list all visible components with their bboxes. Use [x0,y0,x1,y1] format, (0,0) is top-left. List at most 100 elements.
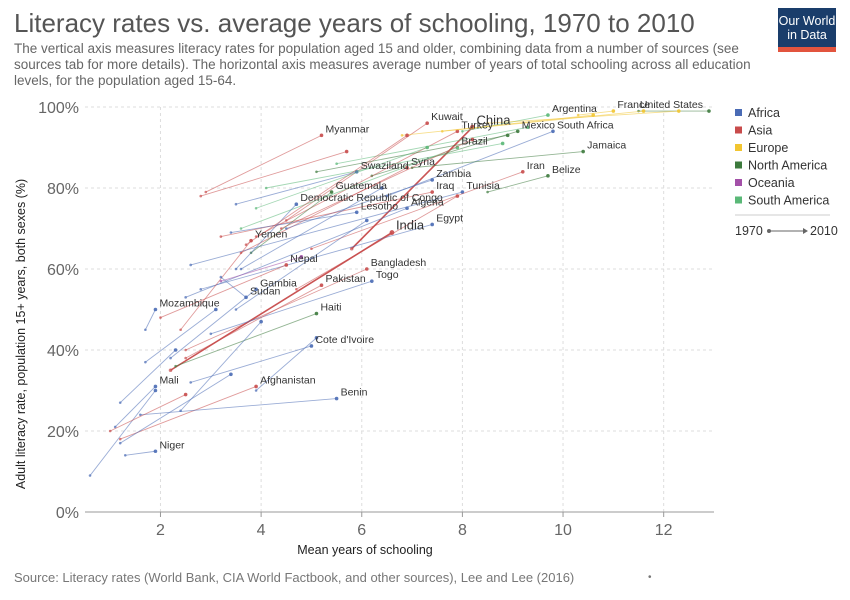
trajectory-line [200,151,347,197]
end-point [546,174,550,178]
start-point [239,227,243,230]
end-point [551,129,555,134]
point-label: Zambia [436,168,471,180]
end-point [707,109,711,113]
trajectory-line [180,240,252,331]
start-point [335,162,338,165]
trajectory-line [487,110,679,124]
point-label: Mexico [522,119,555,131]
legend-entry: North America [748,159,827,173]
end-point [455,129,460,134]
start-point [159,316,162,319]
trajectory-line [412,151,584,169]
end-point [425,145,429,150]
x-axis-ticks: 2 4 6 8 10 12 [85,511,714,539]
footer-dot: • [648,572,652,583]
point-label: United States [640,99,703,111]
trajectory-line [144,309,156,330]
point-label: Afghanistan [260,374,316,386]
start-point [400,134,404,137]
start-point [209,332,213,336]
trajectory-line [462,114,549,132]
point-label: Niger [159,439,185,451]
trajectory-line [240,167,408,254]
point-label: Egypt [436,212,463,224]
point-label: France [617,99,650,111]
trajectory-line [311,171,523,250]
end-point [611,109,616,113]
trajectory-line [281,138,473,229]
legend-entry: South America [748,194,829,208]
start-point [144,360,147,364]
legend-swatch [735,126,742,134]
point-label: Iraq [436,180,454,192]
trajectory-line [120,386,257,440]
legend-swatch [735,161,742,169]
start-point [168,368,173,373]
point-label: Syria [411,156,435,168]
point-label: India [396,218,425,233]
end-point [344,149,349,154]
y-tick-label: 80% [47,181,79,198]
x-tick-label: 10 [554,522,572,539]
start-point [118,437,122,441]
point-label: Iran [527,160,545,172]
end-point [329,190,334,194]
trajectory-line [145,309,217,363]
trajectory-line [170,288,257,359]
trajectory-line [180,321,262,412]
logo-line-1: Our World [778,14,836,28]
point-label: Gambia [260,277,297,289]
trajectory-line [245,134,408,246]
point-label: Haiti [320,302,341,314]
x-tick-label: 12 [655,522,673,539]
point-label: Togo [376,269,399,281]
end-point [334,396,339,401]
owid-logo[interactable]: Our World in Data [778,8,836,52]
y-axis-ticks: 0% 20% 40% 60% 80% 100% [38,100,79,522]
start-point [284,227,288,230]
start-point [219,275,223,279]
end-point [259,319,263,324]
end-point [515,129,520,134]
trajectory-line [190,191,463,266]
point-label: Yemen [255,229,287,241]
point-label: Mozambique [159,298,219,310]
end-point [546,113,550,117]
point-label: China [476,112,511,127]
end-point [581,149,585,154]
end-point [364,267,369,271]
trajectory-line [578,110,614,116]
trajectory-line [185,284,322,359]
logo-line-2: in Data [787,28,827,42]
start-point [486,121,489,125]
end-point [153,388,158,393]
trajectory-line [200,224,433,290]
start-point [118,441,122,445]
end-point [591,113,596,117]
start-point [234,202,238,206]
end-point [405,206,409,211]
trajectory-line [240,147,458,229]
start-point [184,356,187,360]
start-point [219,235,223,238]
point-label: Algeria [411,196,444,208]
start-point [169,356,172,360]
end-point [364,218,369,223]
start-point [204,190,208,194]
y-tick-label: 20% [47,424,79,441]
point-label: Mali [159,374,178,386]
end-point [254,384,258,389]
start-point [486,190,489,194]
chart-title: Literacy rates vs. average years of scho… [14,8,695,38]
y-tick-label: 0% [56,505,79,522]
start-point [179,409,182,413]
trajectory-line [336,126,528,165]
end-point [676,109,681,113]
point-label: Myanmar [326,123,370,135]
trajectory-line [255,147,428,209]
y-axis-title: Adult literacy rate, population 15+ year… [14,179,28,489]
legend-entry: Africa [748,106,780,120]
chart-marks [88,109,711,477]
